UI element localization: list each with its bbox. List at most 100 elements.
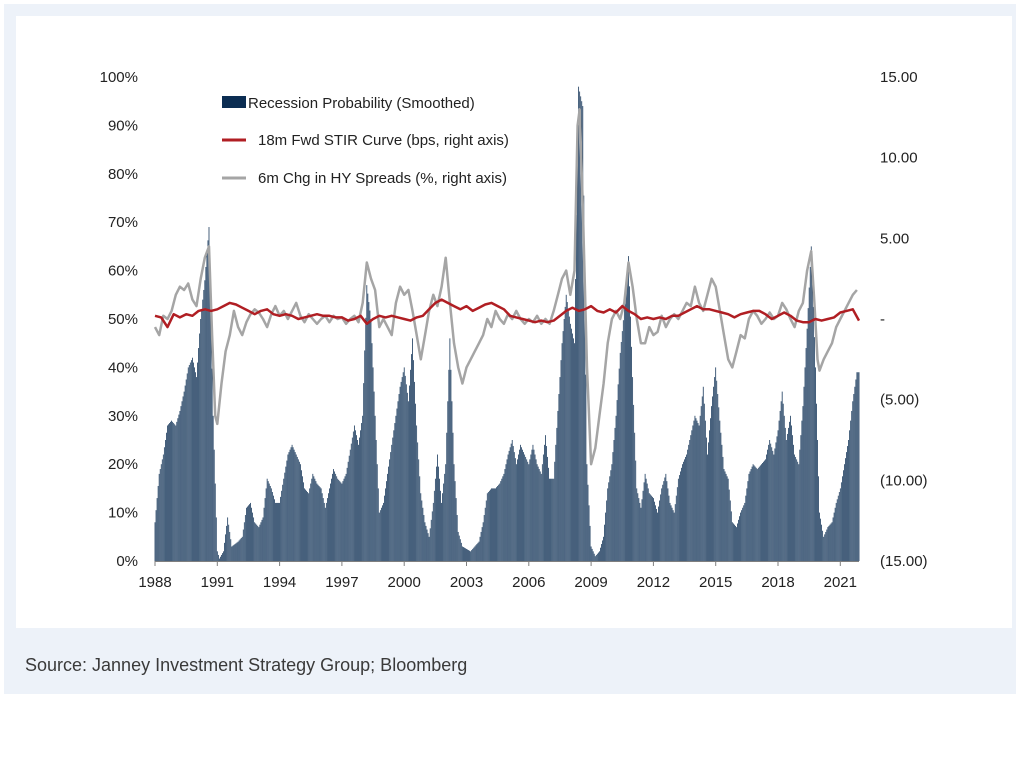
- recession-probability-bar: [199, 333, 201, 561]
- recession-probability-bar: [541, 464, 543, 561]
- recession-probability-bar: [545, 435, 546, 561]
- recession-probability-bar: [190, 360, 192, 561]
- recession-probability-bar: [505, 464, 507, 561]
- recession-probability-bar: [249, 504, 250, 561]
- recession-probability-bar: [563, 319, 565, 561]
- recession-probability-bar: [275, 502, 276, 561]
- recession-probability-bar: [782, 403, 784, 561]
- recession-probability-bar: [330, 483, 331, 561]
- recession-probability-bar: [454, 481, 456, 561]
- recession-probability-bar: [795, 456, 797, 561]
- recession-probability-bar: [853, 394, 855, 561]
- recession-probability-bar: [535, 459, 537, 561]
- recession-probability-bar: [230, 539, 232, 561]
- recession-probability-bar: [654, 501, 655, 561]
- recession-probability-bar: [650, 495, 652, 561]
- recession-probability-bar: [407, 401, 409, 561]
- chart-card: 0% 10% 20% 30% 40% 50% 60% 70% 80% 90% 100% (15.00…: [4, 4, 1016, 694]
- recession-probability-bar: [321, 493, 323, 561]
- left-axis-tick-label: 90%: [108, 117, 138, 134]
- recession-probability-bar: [387, 473, 388, 561]
- recession-probability-bar: [412, 338, 413, 561]
- right-axis-tick-label: (10.00): [880, 472, 928, 489]
- recession-probability-bar: [710, 418, 711, 561]
- recession-probability-bar: [759, 465, 761, 561]
- recession-probability-bar: [614, 427, 616, 561]
- recession-probability-bar: [640, 507, 642, 561]
- recession-probability-bar: [492, 488, 493, 561]
- recession-probability-bar: [513, 452, 515, 561]
- recession-probability-bar: [527, 461, 529, 561]
- recession-probability-bar: [499, 483, 501, 561]
- recession-probability-bar: [495, 488, 496, 561]
- recession-probability-bar: [718, 407, 720, 561]
- recession-probability-bar: [657, 512, 658, 561]
- recession-probability-bar: [282, 484, 284, 561]
- recession-probability-bar: [422, 507, 424, 561]
- recession-probability-bar: [713, 386, 715, 561]
- recession-probability-bar: [466, 548, 467, 561]
- recession-probability-bar: [845, 458, 846, 561]
- recession-probability-bar: [685, 456, 686, 561]
- recession-probability-bar: [335, 473, 337, 561]
- recession-probability-bar: [828, 525, 830, 561]
- recession-probability-bar: [414, 381, 415, 561]
- recession-probability-bar: [211, 368, 213, 561]
- recession-probability-bar: [668, 495, 670, 561]
- recession-probability-bar: [642, 490, 644, 561]
- recession-probability-bar: [561, 343, 563, 561]
- recession-probability-bar: [174, 424, 176, 561]
- recession-probability-bar: [554, 461, 556, 561]
- recession-probability-bar: [280, 496, 282, 561]
- recession-probability-bar: [424, 522, 426, 561]
- recession-probability-bar: [182, 396, 184, 561]
- recession-probability-bar: [229, 531, 231, 561]
- recession-probability-bar: [805, 348, 807, 561]
- recession-probability-bar: [855, 379, 857, 561]
- legend-label-hy: 6m Chg in HY Spreads (%, right axis): [258, 170, 507, 187]
- left-axis-tick-label: 100%: [100, 69, 138, 86]
- recession-probability-bar: [184, 385, 186, 561]
- recession-probability-bar: [729, 500, 731, 561]
- recession-probability-bar: [263, 507, 265, 561]
- recession-probability-bar: [465, 548, 466, 561]
- recession-probability-bar: [455, 498, 457, 561]
- recession-probability-bar: [796, 459, 798, 561]
- recession-probability-bar: [688, 444, 690, 561]
- recession-probability-bar: [236, 542, 238, 561]
- recession-probability-bar: [419, 476, 421, 561]
- x-axis-tick-label: 2003: [450, 574, 483, 591]
- recession-probability-bar: [773, 454, 775, 561]
- recession-probability-bar: [200, 319, 202, 561]
- recession-probability-bar: [546, 446, 547, 561]
- recession-probability-bar: [255, 523, 257, 561]
- recession-probability-bar: [225, 534, 226, 561]
- recession-probability-bar: [583, 195, 585, 561]
- recession-probability-bar: [529, 459, 531, 561]
- recession-probability-bar: [566, 302, 568, 561]
- recession-probability-bar: [474, 546, 476, 561]
- x-axis-tick-label: 2009: [574, 574, 607, 591]
- recession-probability-bar: [578, 86, 580, 562]
- recession-probability-bar: [180, 406, 182, 561]
- recession-probability-bar: [443, 483, 445, 561]
- recession-probability-bar: [402, 372, 404, 561]
- recession-probability-bar: [754, 466, 756, 561]
- recession-probability-bar: [811, 276, 813, 561]
- recession-probability-bar: [552, 478, 554, 561]
- recession-probability-bar: [316, 483, 318, 561]
- recession-probability-bar: [589, 525, 591, 561]
- recession-probability-bar: [502, 476, 504, 561]
- recession-probability-bar: [438, 466, 439, 561]
- recession-probability-bar: [824, 534, 826, 561]
- recession-probability-bar: [298, 461, 300, 561]
- recession-probability-bar: [519, 449, 520, 561]
- recession-probability-bar: [432, 502, 434, 561]
- left-axis-tick-label: 70%: [108, 214, 138, 231]
- recession-probability-bar: [318, 485, 320, 561]
- recession-probability-bar: [355, 430, 356, 561]
- recession-probability-bar: [567, 309, 569, 561]
- recession-probability-bar: [266, 478, 268, 561]
- recession-probability-bar: [299, 464, 301, 561]
- recession-probability-bar: [453, 464, 455, 561]
